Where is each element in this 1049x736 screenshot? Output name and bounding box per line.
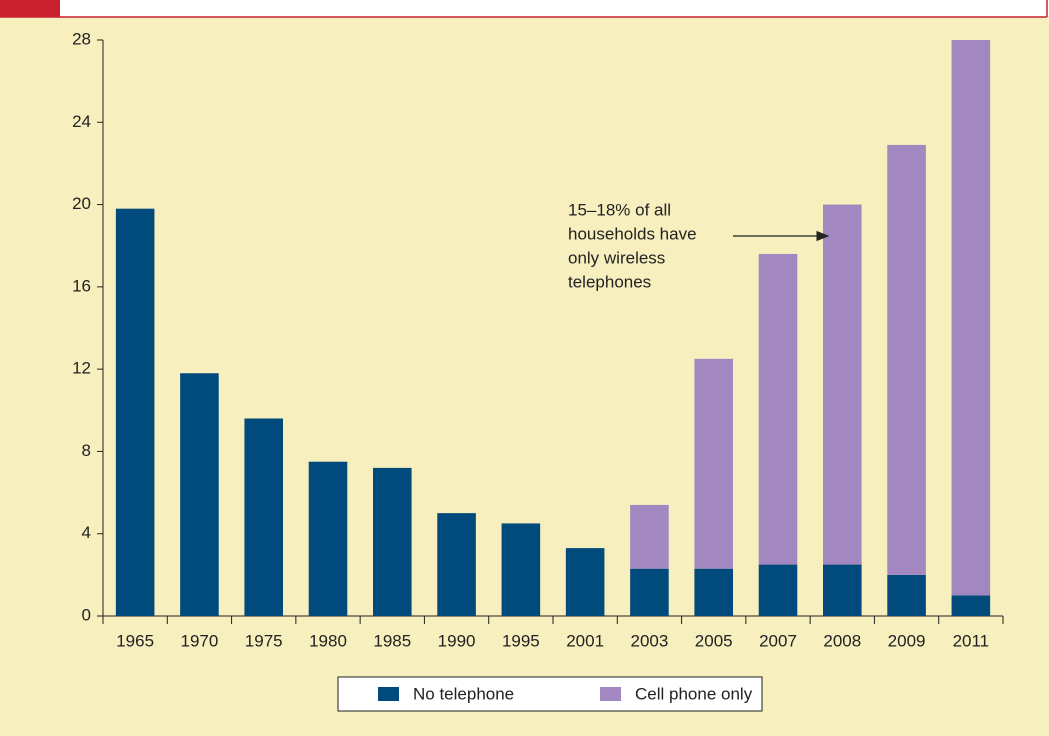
bar-segment xyxy=(630,504,669,569)
bar-segment xyxy=(565,548,605,616)
bar-segment xyxy=(308,461,348,616)
bar-segment xyxy=(694,568,733,616)
y-tick-label: 0 xyxy=(82,605,91,624)
legend-label: Cell phone only xyxy=(635,684,753,703)
bar-segment xyxy=(630,568,669,616)
legend-label: No telephone xyxy=(413,684,514,703)
x-tick-label: 2005 xyxy=(695,631,733,650)
annotation: 15–18% of all xyxy=(568,200,671,219)
y-tick-label: 24 xyxy=(72,112,91,131)
y-tick-label: 20 xyxy=(72,194,91,213)
bar-segment xyxy=(694,358,733,569)
bar-segment xyxy=(244,418,283,616)
legend-swatch xyxy=(378,687,399,701)
y-tick-label: 28 xyxy=(72,29,91,48)
x-tick-label: 1985 xyxy=(373,631,411,650)
annotation: telephones xyxy=(568,272,651,291)
x-tick-label: 1965 xyxy=(116,631,154,650)
y-tick-label: 4 xyxy=(82,523,91,542)
y-tick-label: 16 xyxy=(72,276,91,295)
y-tick-label: 12 xyxy=(72,359,91,378)
x-tick-label: 2001 xyxy=(566,631,604,650)
x-tick-label: 1980 xyxy=(309,631,347,650)
bar-segment xyxy=(823,564,862,616)
y-tick-label: 8 xyxy=(82,441,91,460)
annotation: households have xyxy=(568,224,697,243)
corner-tab xyxy=(0,0,60,17)
bar-segment xyxy=(951,40,991,596)
x-tick-label: 1995 xyxy=(502,631,540,650)
legend-box xyxy=(337,676,763,712)
bar-segment xyxy=(115,208,155,616)
bar-segment xyxy=(823,204,862,565)
x-tick-label: 1990 xyxy=(438,631,476,650)
bar-segment xyxy=(758,253,798,565)
x-tick-label: 2003 xyxy=(631,631,669,650)
x-tick-label: 1970 xyxy=(181,631,219,650)
legend-swatch xyxy=(600,687,621,701)
bar-segment xyxy=(373,467,412,616)
bar-segment xyxy=(758,564,798,616)
bar-segment xyxy=(180,373,219,616)
x-tick-label: 2008 xyxy=(823,631,861,650)
x-tick-label: 2007 xyxy=(759,631,797,650)
bar-segment xyxy=(501,523,541,616)
x-tick-label: 2009 xyxy=(888,631,926,650)
bar-segment xyxy=(887,144,926,575)
x-tick-label: 2011 xyxy=(953,631,990,650)
bar-segment xyxy=(951,595,991,616)
x-tick-label: 1975 xyxy=(245,631,283,650)
bar-segment xyxy=(437,513,476,616)
bar-segment xyxy=(887,574,926,616)
annotation: only wireless xyxy=(568,248,665,267)
